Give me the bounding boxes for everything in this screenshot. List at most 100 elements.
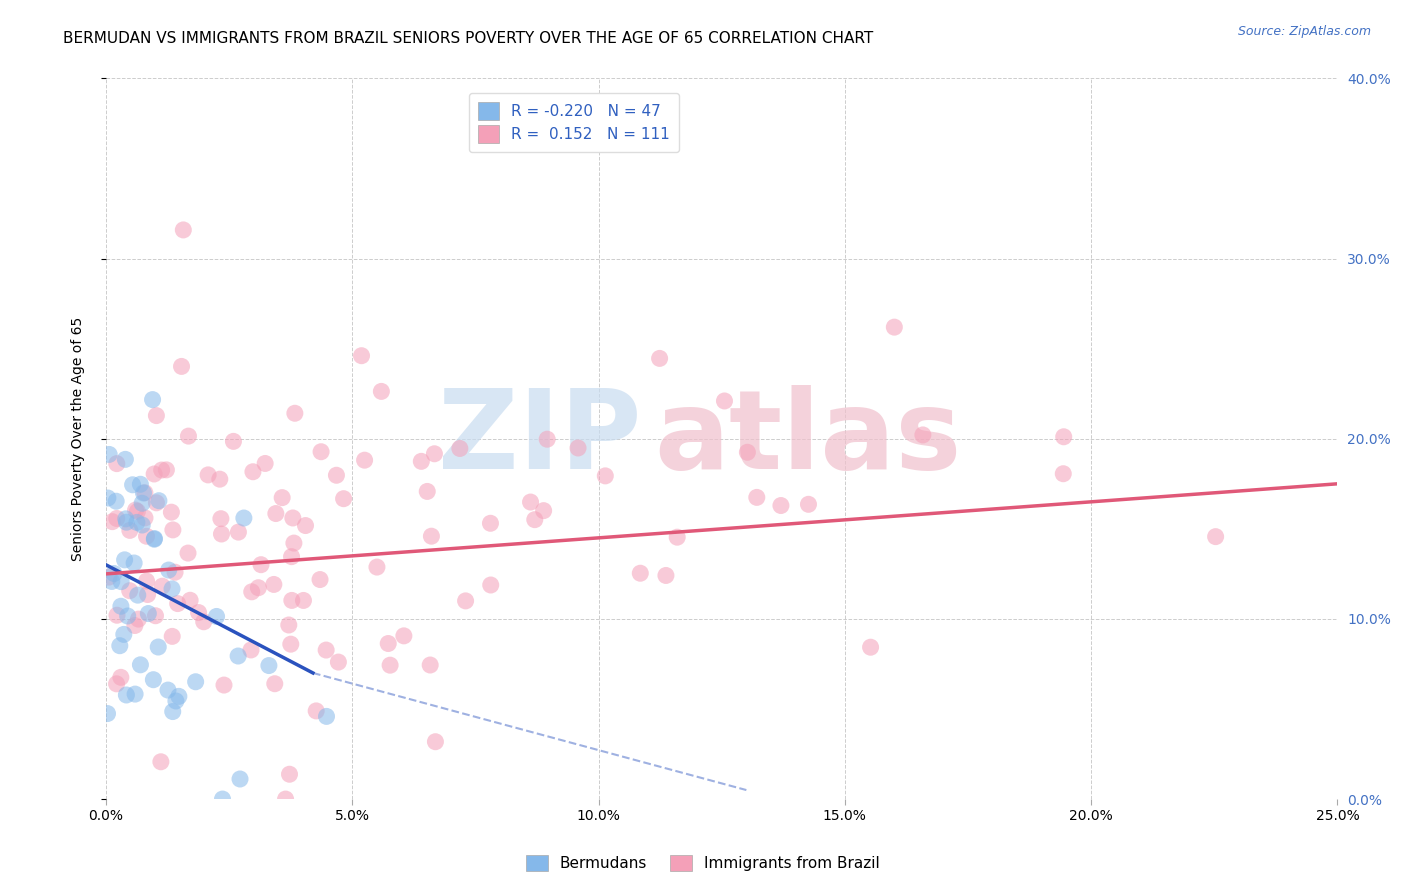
Point (1053, 430, 1076, 444)
Point (108, 639, 131, 653)
Point (666, 530, 689, 544)
Point (170, 359, 193, 374)
Point (1052, 467, 1074, 481)
Point (377, 636, 399, 650)
Point (797, 497, 820, 511)
Point (232, 511, 254, 525)
Point (212, 678, 235, 692)
Point (105, 677, 128, 691)
Point (110, 574, 132, 589)
Point (533, 503, 555, 517)
Point (366, 560, 388, 574)
Point (280, 637, 302, 651)
Point (125, 516, 148, 530)
Point (737, 445, 759, 459)
Point (124, 618, 146, 632)
Point (325, 468, 347, 483)
Point (350, 349, 373, 363)
Point (155, 463, 177, 477)
Point (211, 792, 233, 806)
Point (309, 444, 332, 458)
Point (240, 584, 263, 599)
Point (127, 588, 149, 602)
Point (1205, 530, 1227, 544)
Point (177, 546, 200, 560)
Point (110, 670, 132, 684)
Point (315, 709, 337, 723)
Point (105, 457, 128, 471)
Point (263, 577, 285, 591)
Point (425, 735, 447, 749)
Point (135, 574, 157, 588)
Point (114, 512, 136, 526)
Point (150, 579, 173, 593)
Point (479, 516, 502, 531)
Point (162, 523, 184, 537)
Point (134, 511, 156, 525)
Point (745, 491, 768, 505)
Point (254, 457, 277, 471)
Point (240, 643, 263, 657)
Point (105, 608, 128, 623)
Point (124, 503, 146, 517)
Point (129, 477, 152, 491)
Point (278, 767, 301, 781)
Point (127, 612, 149, 626)
Point (98, 447, 121, 461)
Point (281, 593, 304, 607)
Point (135, 529, 157, 543)
Point (263, 677, 285, 691)
Point (769, 499, 792, 513)
Point (419, 658, 441, 673)
Point (142, 673, 165, 687)
Point (250, 558, 273, 572)
Point (150, 463, 173, 477)
Point (222, 434, 245, 449)
Point (117, 609, 139, 624)
Point (145, 608, 167, 623)
Point (309, 573, 332, 587)
Point (353, 453, 375, 467)
Point (370, 384, 392, 399)
Point (648, 351, 671, 366)
Point (271, 491, 294, 505)
Point (121, 477, 143, 491)
Point (143, 533, 166, 547)
Point (118, 524, 141, 538)
Point (97, 491, 120, 505)
Point (479, 578, 502, 592)
Point (274, 792, 297, 806)
Point (177, 429, 200, 443)
Point (205, 609, 228, 624)
Text: atlas: atlas (654, 385, 962, 492)
Point (143, 467, 166, 481)
Point (149, 755, 172, 769)
Point (332, 491, 354, 506)
Point (315, 643, 337, 657)
Point (420, 529, 443, 543)
Point (247, 581, 270, 595)
Point (115, 515, 138, 529)
Point (187, 606, 209, 620)
Point (197, 467, 219, 482)
Point (97, 570, 120, 584)
Point (136, 587, 159, 601)
Point (103, 566, 125, 581)
Point (859, 640, 882, 655)
Point (105, 494, 128, 508)
Point (277, 618, 299, 632)
Point (449, 442, 471, 456)
Point (284, 406, 307, 420)
Point (131, 518, 153, 533)
Point (166, 597, 188, 611)
Point (101, 515, 124, 529)
Point (143, 532, 166, 546)
Point (211, 527, 233, 541)
Point (148, 493, 170, 508)
Point (96, 706, 118, 721)
Point (208, 472, 231, 486)
Point (160, 582, 183, 596)
Legend: Bermudans, Immigrants from Brazil: Bermudans, Immigrants from Brazil (520, 849, 886, 877)
Point (145, 409, 167, 423)
Point (242, 465, 264, 479)
